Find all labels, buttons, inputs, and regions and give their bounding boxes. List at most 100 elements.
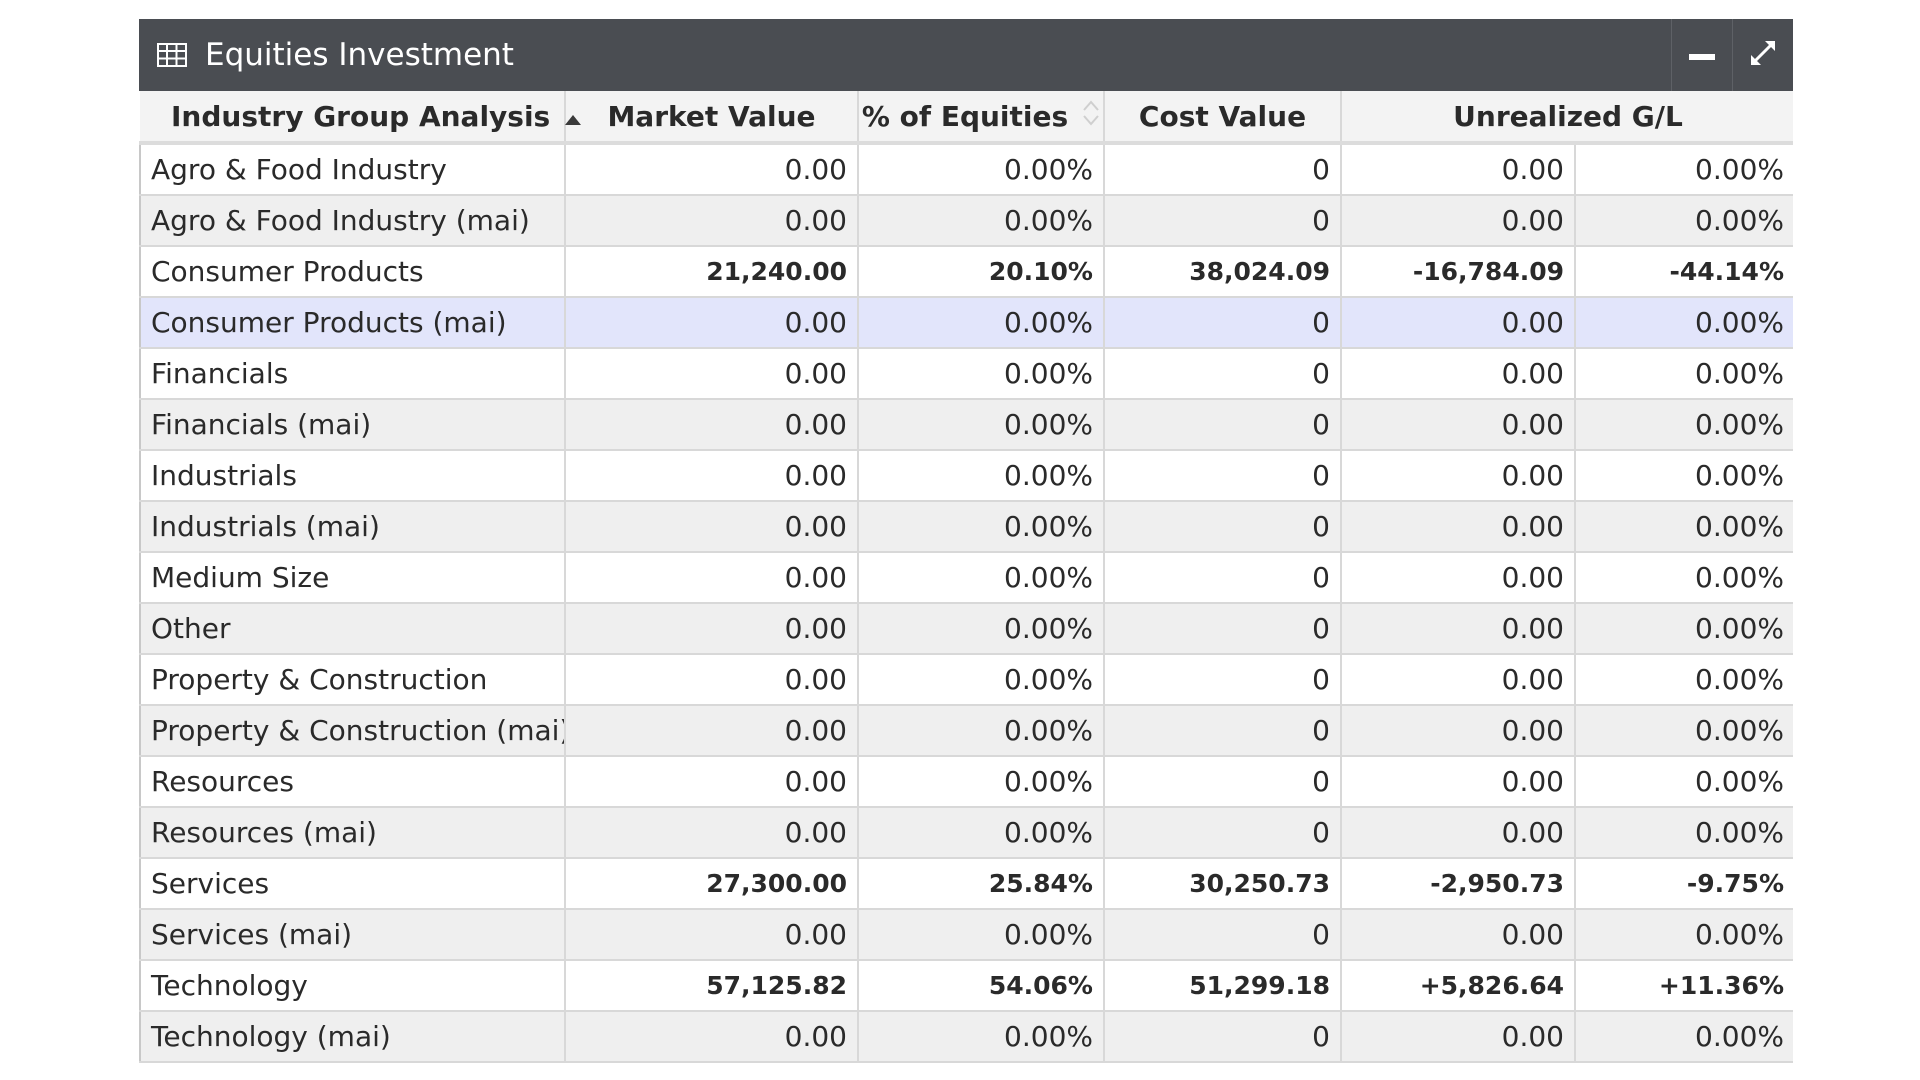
market-value-cell: 0.00	[564, 195, 858, 247]
expand-button[interactable]	[1732, 19, 1793, 91]
industry-group-cell: Services (mai)	[139, 909, 565, 961]
cost-value-cell: 0	[1103, 552, 1341, 604]
table-row[interactable]: Industrials 0.00 0.00% 0 0.00 0.00%	[139, 450, 1793, 502]
unrealized-gl-cell: 0.00	[1340, 552, 1575, 604]
industry-group-cell: Medium Size	[139, 552, 565, 604]
unrealized-pct-cell: 0.00%	[1574, 705, 1793, 757]
pct-equities-cell: 0.00%	[857, 756, 1104, 808]
pct-equities-cell: 0.00%	[857, 807, 1104, 859]
cost-value-cell: 0	[1103, 143, 1341, 196]
table-row[interactable]: Consumer Products (mai) 0.00 0.00% 0 0.00 0.0…	[139, 297, 1793, 349]
cost-value-cell: 0	[1103, 195, 1341, 247]
pct-equities-cell: 0.00%	[857, 399, 1104, 451]
market-value-cell: 0.00	[564, 552, 858, 604]
unrealized-pct-cell: 0.00%	[1574, 654, 1793, 706]
cost-value-cell: 0	[1103, 807, 1341, 859]
table-row[interactable]: Financials 0.00 0.00% 0 0.00 0.00%	[139, 348, 1793, 400]
table-row[interactable]: Medium Size 0.00 0.00% 0 0.00 0.00%	[139, 552, 1793, 604]
column-header-label: Cost Value	[1138, 99, 1307, 133]
market-value-cell: 27,300.00	[564, 858, 858, 910]
table-row[interactable]: Agro & Food Industry (mai) 0.00 0.00% 0 0.00…	[139, 195, 1793, 247]
pct-equities-cell: 0.00%	[857, 195, 1104, 247]
market-value-cell: 0.00	[564, 297, 858, 349]
cost-value-cell: 51,299.18	[1103, 960, 1341, 1012]
unrealized-gl-cell: 0.00	[1340, 297, 1575, 349]
market-value-cell: 0.00	[564, 501, 858, 553]
minimize-button[interactable]	[1671, 19, 1732, 91]
equities-investment-panel: Equities Investment	[139, 19, 1793, 1069]
table-row[interactable]: Property & Construction (mai) 0.00 0.00% 0 0…	[139, 705, 1793, 757]
unrealized-gl-cell: 0.00	[1340, 603, 1575, 655]
cost-value-cell: 0	[1103, 603, 1341, 655]
market-value-cell: 0.00	[564, 1011, 858, 1063]
industry-group-cell: Agro & Food Industry	[139, 143, 565, 196]
cost-value-cell: 0	[1103, 399, 1341, 451]
table-row[interactable]: Technology 57,125.82 54.06% 51,299.18 +5,826…	[139, 960, 1793, 1012]
industry-group-cell: Technology	[139, 960, 565, 1012]
table-row[interactable]: Property & Construction 0.00 0.00% 0 0.00 0.0…	[139, 654, 1793, 706]
table-row[interactable]: Services (mai) 0.00 0.00% 0 0.00 0.00%	[139, 909, 1793, 961]
table-row[interactable]: Technology (mai) 0.00 0.00% 0 0.00 0.00%	[139, 1011, 1793, 1063]
pct-equities-cell: 0.00%	[857, 654, 1104, 706]
industry-group-cell: Financials (mai)	[139, 399, 565, 451]
sort-ascending-icon	[564, 100, 582, 133]
market-value-cell: 0.00	[564, 654, 858, 706]
cost-value-cell: 0	[1103, 756, 1341, 808]
unrealized-gl-cell: 0.00	[1340, 143, 1575, 196]
table-row[interactable]: Resources (mai) 0.00 0.00% 0 0.00 0.00%	[139, 807, 1793, 859]
industry-group-cell: Technology (mai)	[139, 1011, 565, 1063]
market-value-cell: 57,125.82	[564, 960, 858, 1012]
column-header-industry-group[interactable]: Industry Group Analysis	[140, 91, 582, 145]
pct-equities-cell: 0.00%	[857, 501, 1104, 553]
unrealized-gl-cell: +5,826.64	[1340, 960, 1575, 1012]
pct-equities-cell: 54.06%	[857, 960, 1104, 1012]
unrealized-pct-cell: +11.36%	[1574, 960, 1793, 1012]
pct-equities-cell: 0.00%	[857, 297, 1104, 349]
unrealized-pct-cell: 0.00%	[1574, 297, 1793, 349]
pct-equities-cell: 0.00%	[857, 603, 1104, 655]
unrealized-pct-cell: -44.14%	[1574, 246, 1793, 298]
cost-value-cell: 0	[1103, 297, 1341, 349]
unrealized-pct-cell: 0.00%	[1574, 603, 1793, 655]
pct-equities-cell: 0.00%	[857, 705, 1104, 757]
cost-value-cell: 0	[1103, 348, 1341, 400]
pct-equities-cell: 0.00%	[857, 450, 1104, 502]
unrealized-gl-cell: 0.00	[1340, 654, 1575, 706]
column-header-label: Unrealized G/L	[1453, 99, 1683, 133]
panel-titlebar: Equities Investment	[139, 19, 1793, 91]
column-header-pct-equities[interactable]: % of Equities	[857, 91, 1104, 145]
cost-value-cell: 0	[1103, 450, 1341, 502]
pct-equities-cell: 0.00%	[857, 552, 1104, 604]
market-value-cell: 0.00	[564, 143, 858, 196]
market-value-cell: 0.00	[564, 450, 858, 502]
table-row[interactable]: Agro & Food Industry 0.00 0.00% 0 0.00 0.00%	[139, 143, 1793, 196]
column-header-label: Market Value	[607, 99, 816, 133]
column-header-market-value[interactable]: Market Value	[564, 91, 858, 145]
table-row[interactable]: Other 0.00 0.00% 0 0.00 0.00%	[139, 603, 1793, 655]
industry-group-cell: Resources	[139, 756, 565, 808]
cost-value-cell: 0	[1103, 705, 1341, 757]
market-value-cell: 21,240.00	[564, 246, 858, 298]
industry-group-cell: Property & Construction	[139, 654, 565, 706]
industry-group-cell: Industrials	[139, 450, 565, 502]
column-header-cost-value[interactable]: Cost Value	[1103, 91, 1341, 145]
unrealized-pct-cell: 0.00%	[1574, 348, 1793, 400]
pct-equities-cell: 20.10%	[857, 246, 1104, 298]
table-row[interactable]: Industrials (mai) 0.00 0.00% 0 0.00 0.00%	[139, 501, 1793, 553]
unrealized-pct-cell: 0.00%	[1574, 756, 1793, 808]
pct-equities-cell: 0.00%	[857, 143, 1104, 196]
table-row[interactable]: Resources 0.00 0.00% 0 0.00 0.00%	[139, 756, 1793, 808]
table-row[interactable]: Consumer Products 21,240.00 20.10% 38,024.0…	[139, 246, 1793, 298]
expand-icon	[1748, 38, 1778, 72]
unrealized-pct-cell: 0.00%	[1574, 143, 1793, 196]
market-value-cell: 0.00	[564, 705, 858, 757]
unrealized-gl-cell: 0.00	[1340, 348, 1575, 400]
table-row[interactable]: Services 27,300.00 25.84% 30,250.73 -2,950.7…	[139, 858, 1793, 910]
industry-group-cell: Property & Construction (mai)	[139, 705, 565, 757]
unrealized-pct-cell: 0.00%	[1574, 195, 1793, 247]
cost-value-cell: 30,250.73	[1103, 858, 1341, 910]
market-value-cell: 0.00	[564, 399, 858, 451]
table-row[interactable]: Financials (mai) 0.00 0.00% 0 0.00 0.00%	[139, 399, 1793, 451]
column-header-unrealized-gl[interactable]: Unrealized G/L	[1340, 91, 1793, 145]
cost-value-cell: 0	[1103, 909, 1341, 961]
